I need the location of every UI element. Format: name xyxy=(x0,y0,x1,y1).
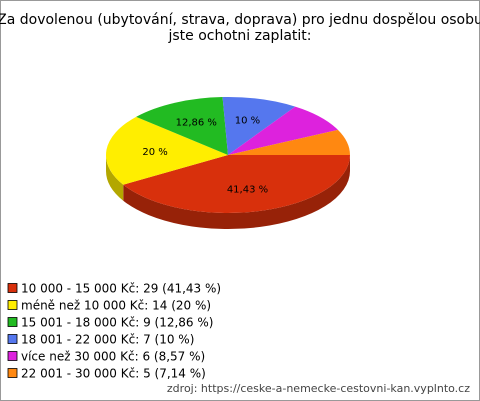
legend-label: více než 30 000 Kč: 6 (8,57 %) xyxy=(21,350,205,364)
data-label: 41,43 % xyxy=(227,185,268,196)
data-label: 12,86 % xyxy=(176,118,217,129)
legend-swatch xyxy=(7,368,18,378)
pie-slice xyxy=(106,116,228,185)
legend-swatch xyxy=(7,283,18,293)
pie-slice xyxy=(123,155,350,213)
legend-label: 15 001 - 18 000 Kč: 9 (12,86 %) xyxy=(21,316,213,330)
chart-title: Za dovolenou (ubytování, strava, doprava… xyxy=(0,12,480,28)
legend-label: 22 001 - 30 000 Kč: 5 (7,14 %) xyxy=(21,367,206,381)
pie-slice xyxy=(228,106,338,155)
chart-title: jste ochotni zaplatit: xyxy=(167,28,311,44)
legend-label: 10 000 - 15 000 Kč: 29 (41,43 %) xyxy=(21,282,221,296)
pie-side xyxy=(123,155,350,229)
pie-slice xyxy=(136,97,228,155)
legend-swatch xyxy=(7,317,18,327)
pie-slice xyxy=(228,129,350,155)
data-label: 10 % xyxy=(235,115,260,126)
legend-swatch xyxy=(7,334,18,344)
legend-swatch xyxy=(7,351,18,361)
source: zdroj: https://ceske-a-nemecke-cestovni-… xyxy=(167,382,470,395)
legend-label: méně než 10 000 Kč: 14 (20 %) xyxy=(21,299,211,313)
pie-side xyxy=(106,155,124,201)
pie-slice xyxy=(222,96,296,155)
legend-label: 18 001 - 22 000 Kč: 7 (10 %) xyxy=(21,333,194,347)
data-label: 20 % xyxy=(142,147,167,158)
legend-swatch xyxy=(7,300,18,310)
